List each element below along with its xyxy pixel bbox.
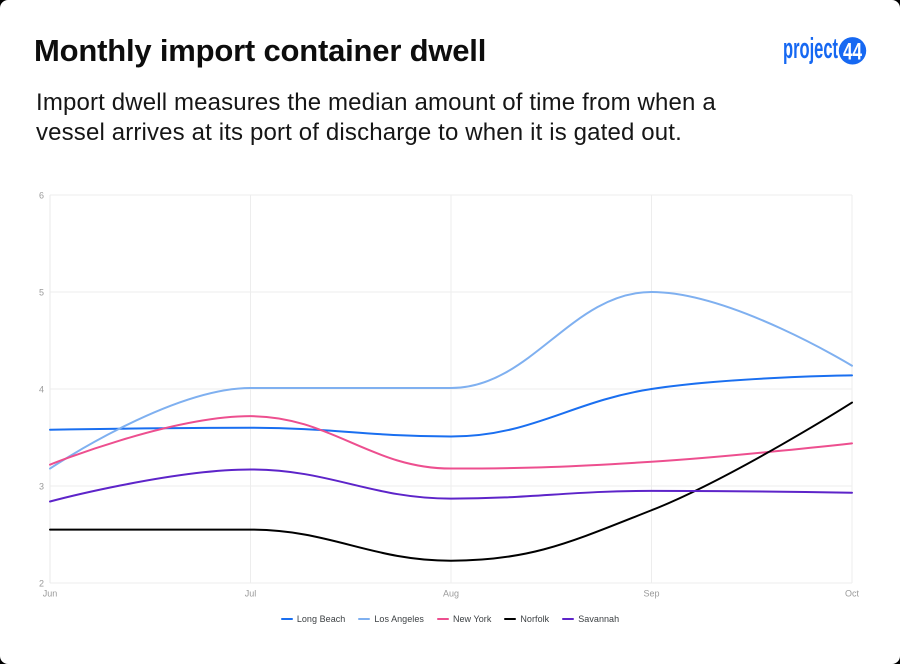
chart-legend: Long Beach Los Angeles New York Norfolk Sava… [0, 614, 900, 624]
legend-swatch [562, 617, 575, 621]
legend-swatch [504, 617, 517, 621]
logo-badge-circle [838, 37, 867, 65]
logo-badge-number: 44 [843, 38, 862, 65]
legend-swatch [436, 617, 449, 621]
legend-item-los-angeles[interactable]: Los Angeles [358, 614, 424, 624]
subtitle-line-2: vessel arrives at its port of discharge … [36, 119, 682, 146]
series-line-norfolk [49, 401, 853, 562]
subtitle-line-1: Import dwell measures the median amount … [36, 89, 716, 116]
legend-label: Long Beach [296, 614, 346, 624]
page-title: Monthly import container dwell [34, 33, 487, 68]
x-tick-label: Jun [43, 589, 58, 599]
y-tick-label: 3 [39, 482, 44, 492]
project44-logo: project 44 [783, 33, 867, 65]
legend-label: New York [452, 614, 492, 624]
legend-item-new-york[interactable]: New York [436, 614, 492, 624]
x-tick-label: Jul [245, 589, 257, 599]
series-line-los-angeles [49, 290, 853, 470]
legend-label: Norfolk [520, 614, 550, 624]
y-tick-label: 4 [39, 385, 44, 395]
x-tick-label: Sep [643, 589, 659, 599]
legend-label: Los Angeles [374, 614, 424, 624]
series-line-new-york [49, 415, 853, 470]
legend-swatch [358, 617, 371, 621]
legend-item-norfolk[interactable]: Norfolk [504, 614, 549, 624]
x-tick-label: Aug [443, 589, 459, 599]
legend-swatch [280, 617, 293, 621]
legend-item-long-beach[interactable]: Long Beach [280, 614, 346, 624]
chart-subtitle: Import dwell measures the median amount … [36, 88, 716, 148]
logo-wordmark: project [783, 33, 838, 65]
y-tick-label: 2 [39, 579, 44, 589]
y-tick-label: 6 [39, 191, 44, 201]
legend-label: Savannah [578, 614, 620, 624]
legend-item-savannah[interactable]: Savannah [562, 614, 619, 624]
y-tick-label: 5 [39, 288, 44, 298]
series-line-savannah [49, 468, 853, 503]
x-tick-label: Oct [845, 589, 860, 599]
